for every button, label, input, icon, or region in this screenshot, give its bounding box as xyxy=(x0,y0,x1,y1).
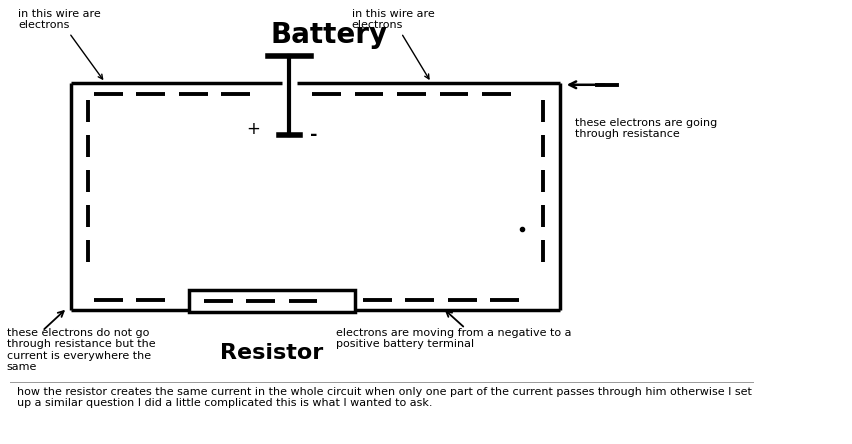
Text: these electrons are going
through resistance: these electrons are going through resist… xyxy=(575,118,717,139)
Text: Resistor: Resistor xyxy=(221,343,324,363)
Text: these electrons do not go
through resistance but the
current is everywhere the
s: these electrons do not go through resist… xyxy=(7,328,155,373)
Text: electrons are moving from a negative to a
positive battery terminal: electrons are moving from a negative to … xyxy=(337,328,572,349)
Text: in this wire are
electrons: in this wire are electrons xyxy=(352,8,435,79)
Bar xyxy=(188,290,355,312)
Text: -: - xyxy=(310,126,318,144)
Text: +: + xyxy=(246,119,260,138)
Text: how the resistor creates the same current in the whole circuit when only one par: how the resistor creates the same curren… xyxy=(10,387,752,408)
Text: Battery: Battery xyxy=(270,21,388,49)
Text: in this wire are
electrons: in this wire are electrons xyxy=(18,8,102,79)
